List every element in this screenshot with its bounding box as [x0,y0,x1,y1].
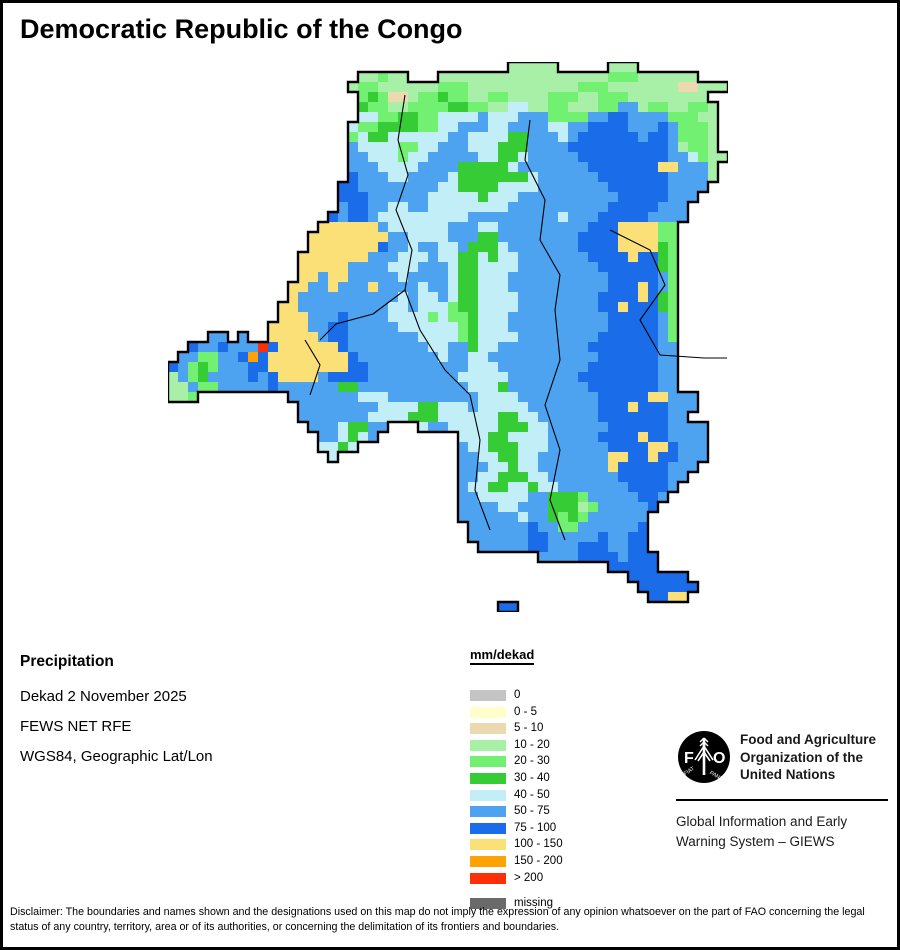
legend-label: 0 - 5 [514,705,538,718]
province-boundary-line [304,339,321,396]
legend-label: 5 - 10 [514,722,544,735]
precipitation-map [166,60,730,614]
legend-title: mm/dekad [470,647,535,665]
data-source-label: FEWS NET RFE [20,718,132,735]
map-subject-label: Precipitation [20,653,114,670]
fao-organization-name: Food and Agriculture Organization of the… [740,731,876,784]
legend-swatch [470,898,506,910]
legend-label: 20 - 30 [514,755,550,768]
legend-swatch [470,690,506,701]
legend-swatch [470,856,506,867]
legend-swatch [470,773,506,784]
giews-line2: Warning System – GIEWS [676,834,835,849]
legend-swatch [470,789,506,801]
disclaimer-text: Disclaimer: The boundaries and names sho… [10,906,865,933]
legend-swatch [470,723,506,735]
legend: mm/dekad 0 0 - 5 5 - 10 10 - 20 20 - 30 30 - … [470,646,650,910]
legend-label: 50 - 75 [514,805,550,818]
province-boundary-line [319,289,406,341]
fao-logo: F O FIAT PANIS [676,729,732,790]
legend-label: 75 - 100 [514,821,557,834]
province-boundary-line [524,119,561,311]
projection-label: WGS84, Geographic Lat/Lon [20,748,213,765]
legend-label: 10 - 20 [514,738,550,751]
fao-divider-line [676,799,888,801]
legend-swatch [470,822,506,834]
legend-label: > 200 [514,871,544,884]
page-title: Democratic Republic of the Congo [20,14,463,44]
legend-swatch [470,739,506,751]
giews-label: Global Information and Early Warning Sys… [676,812,847,852]
svg-text:FIAT: FIAT [683,766,696,778]
legend-label: missing [514,897,553,910]
map-canvas [166,60,730,614]
fao-org-line2: Organization of the [740,749,863,765]
svg-text:O: O [713,750,725,767]
svg-text:F: F [684,750,694,767]
dekad-date-label: Dekad 2 November 2025 [20,688,187,705]
province-boundary-line [469,394,491,531]
legend-swatch [470,806,506,818]
giews-line1: Global Information and Early [676,814,848,829]
province-boundary-line [609,229,705,359]
legend-swatch [470,839,506,851]
province-boundary-line [395,94,471,396]
legend-label: 30 - 40 [514,772,550,784]
fao-org-line3: United Nations [740,767,836,782]
legend-label: 0 [514,689,521,701]
fao-org-line1: Food and Agriculture [740,732,876,747]
legend-label: 40 - 50 [514,788,550,801]
legend-label: 100 - 150 [514,838,563,851]
province-boundary-line [544,309,566,541]
legend-label: 150 - 200 [514,855,563,867]
legend-swatch [470,706,506,718]
country-border [166,60,730,614]
legend-swatch [470,872,506,884]
legend-swatch [470,756,506,768]
